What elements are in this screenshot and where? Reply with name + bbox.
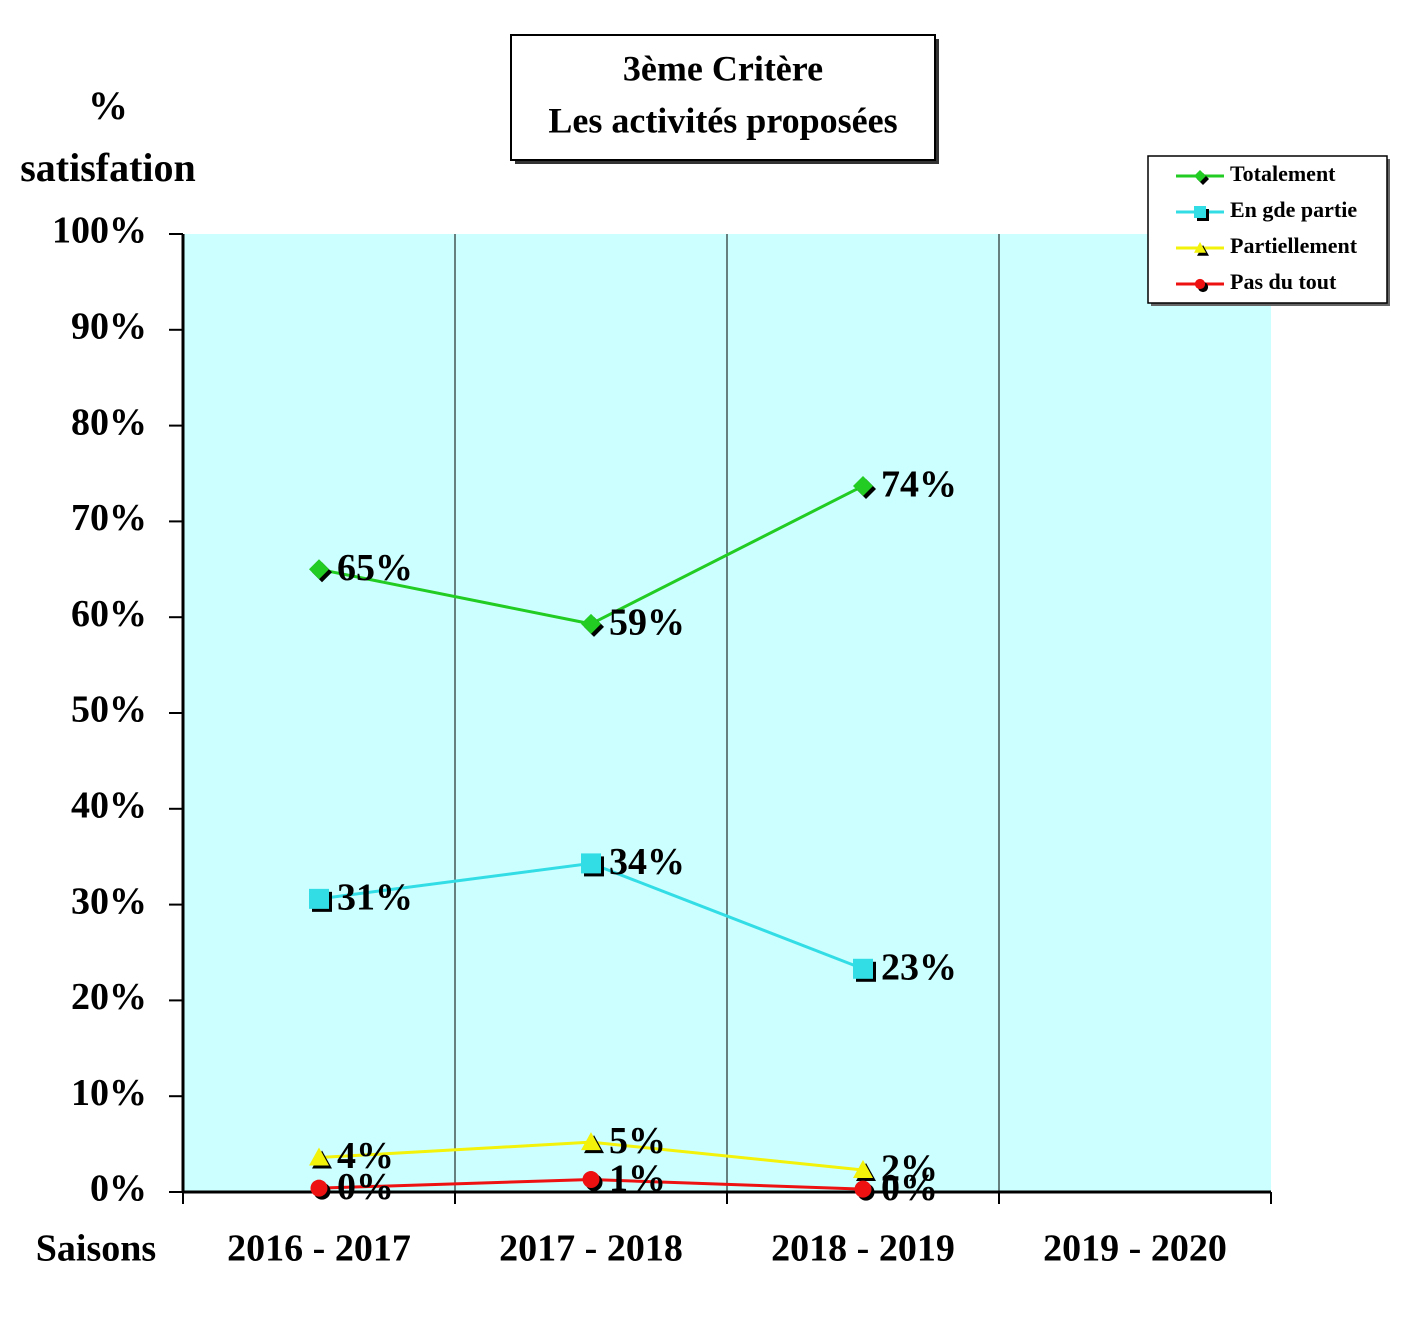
x-axis-label: Saisons (36, 1228, 156, 1270)
data-label: 59% (609, 602, 685, 644)
legend-label: Partiellement (1230, 233, 1358, 258)
data-point (582, 1171, 600, 1189)
data-label: 1% (609, 1157, 666, 1199)
y-tick-label: 0% (90, 1168, 147, 1210)
y-axis-label: % (88, 83, 128, 128)
data-point (581, 613, 601, 634)
data-point (853, 1159, 873, 1178)
legend-box (1147, 155, 1388, 304)
y-tick-label: 40% (71, 785, 147, 827)
data-point (309, 888, 329, 909)
legend-marker (1194, 278, 1206, 290)
y-tick-label: 50% (71, 689, 147, 731)
legend-label: Pas du tout (1230, 269, 1337, 294)
data-label: 23% (881, 947, 957, 989)
data-point (581, 1132, 601, 1151)
data-label: 74% (881, 464, 957, 506)
legend-marker (1194, 242, 1206, 253)
data-label: 2% (881, 1148, 938, 1190)
legend-label: En gde partie (1230, 197, 1357, 222)
data-label: 0% (881, 1167, 938, 1209)
y-tick-label: 90% (71, 306, 147, 348)
data-label: 0% (337, 1166, 394, 1208)
x-tick-label: 2019 - 2020 (1043, 1228, 1227, 1270)
y-axis-label: satisfation (20, 145, 196, 190)
data-point (309, 1147, 329, 1166)
legend-label: Totalement (1230, 161, 1336, 186)
y-tick-label: 70% (71, 497, 147, 539)
data-label: 34% (609, 841, 685, 883)
data-point (853, 958, 873, 979)
legend-marker (1194, 206, 1206, 218)
data-label: 65% (337, 547, 413, 589)
y-tick-label: 80% (71, 401, 147, 443)
data-point (581, 853, 601, 874)
title-box (510, 34, 936, 161)
data-point (853, 475, 873, 496)
data-point (309, 559, 329, 580)
data-label: 31% (337, 877, 413, 919)
y-tick-label: 100% (52, 210, 147, 252)
y-tick-label: 30% (71, 880, 147, 922)
x-tick-label: 2018 - 2019 (771, 1228, 955, 1270)
x-tick-label: 2017 - 2018 (499, 1228, 683, 1270)
data-point (310, 1179, 328, 1197)
chart-title: 3ème Critère (623, 48, 823, 88)
data-point (854, 1180, 872, 1198)
chart-title: Les activités proposées (548, 100, 897, 140)
data-label: 4% (337, 1135, 394, 1177)
y-tick-label: 60% (71, 593, 147, 635)
data-label: 5% (609, 1120, 666, 1162)
y-tick-label: 20% (71, 976, 147, 1018)
x-tick-label: 2016 - 2017 (227, 1228, 411, 1270)
y-tick-label: 10% (71, 1072, 147, 1114)
legend-marker (1194, 170, 1206, 182)
